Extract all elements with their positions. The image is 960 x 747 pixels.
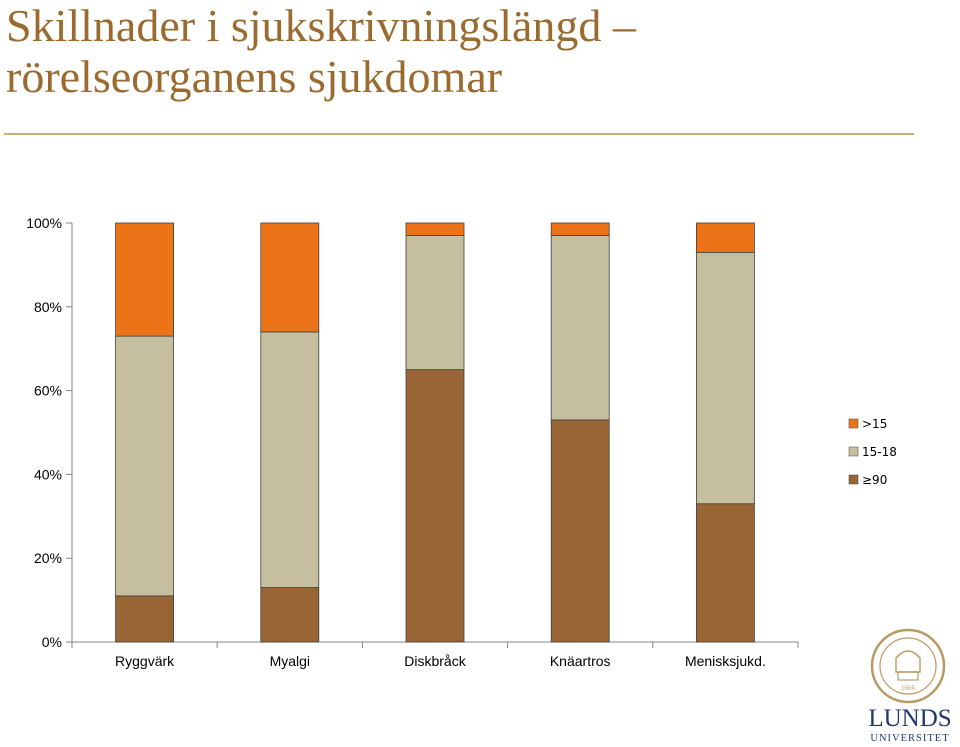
- category-labels: Ryggvärk Myalgi Diskbråck Knäartros Menisksj…: [115, 653, 766, 669]
- y-tick-label: 100%: [26, 215, 62, 231]
- bar-segment-2-Myalgi: [260, 331, 320, 588]
- bar-segment-3-Diskbråck: [405, 222, 465, 236]
- y-tick-label: 40%: [34, 466, 62, 482]
- university-seal-icon: 1666: [870, 628, 946, 704]
- category-label: Ryggvärk: [115, 653, 175, 669]
- category-label: Knäartros: [550, 653, 611, 669]
- legend-swatch: [848, 418, 859, 429]
- y-tick-label: 20%: [34, 550, 62, 566]
- slide-title: Skillnader i sjukskrivningslängd – rörel…: [6, 0, 946, 102]
- bar-segment-3-Myalgi: [260, 222, 320, 333]
- logo-subtitle: UNIVERSITET: [870, 733, 949, 744]
- slide-title-line-1: Skillnader i sjukskrivningslängd –: [6, 0, 636, 51]
- chart-bars: [115, 222, 755, 643]
- category-label: Myalgi: [270, 653, 310, 669]
- chart-axes: 0% 20% 40% 60% 80% 100%: [26, 215, 799, 650]
- bar-segment-1-Knäartros: [550, 419, 610, 643]
- category-label: Menisksjukd.: [685, 653, 766, 669]
- logo-wordmark: LUNDS: [868, 705, 951, 732]
- bar-segment-1-Diskbråck: [405, 369, 465, 643]
- title-divider: [4, 133, 914, 135]
- bar-segment-1-Menisksjukd.: [696, 503, 755, 643]
- legend-swatch: [848, 446, 859, 457]
- slide-title-line-2: rörelseorganens sjukdomar: [6, 51, 503, 102]
- legend-label: 15-18: [862, 445, 897, 459]
- bar-segment-2-Diskbråck: [405, 235, 465, 371]
- bar-segment-3-Knäartros: [550, 222, 610, 236]
- lund-university-logo: 1666 LUNDS UNIVERSITET: [868, 628, 952, 744]
- bar-segment-3-Menisksjukd.: [696, 222, 755, 253]
- legend-swatch: [848, 474, 859, 485]
- bar-segment-1-Ryggvärk: [115, 595, 174, 643]
- chart-legend: >15 15-18 ≥90: [848, 417, 897, 487]
- bar-segment-2-Menisksjukd.: [696, 251, 755, 505]
- bar-segment-3-Ryggvärk: [115, 222, 174, 337]
- bar-segment-2-Knäartros: [550, 235, 610, 421]
- bar-segment-2-Ryggvärk: [115, 335, 174, 597]
- y-tick-label: 60%: [34, 383, 62, 399]
- legend-label: >15: [862, 417, 887, 431]
- category-label: Diskbråck: [404, 653, 466, 669]
- bar-segment-1-Myalgi: [260, 587, 320, 643]
- y-tick-label: 80%: [34, 299, 62, 315]
- seal-year: 1666: [901, 684, 916, 692]
- legend-label: ≥90: [862, 473, 887, 487]
- y-tick-label: 0%: [42, 634, 62, 650]
